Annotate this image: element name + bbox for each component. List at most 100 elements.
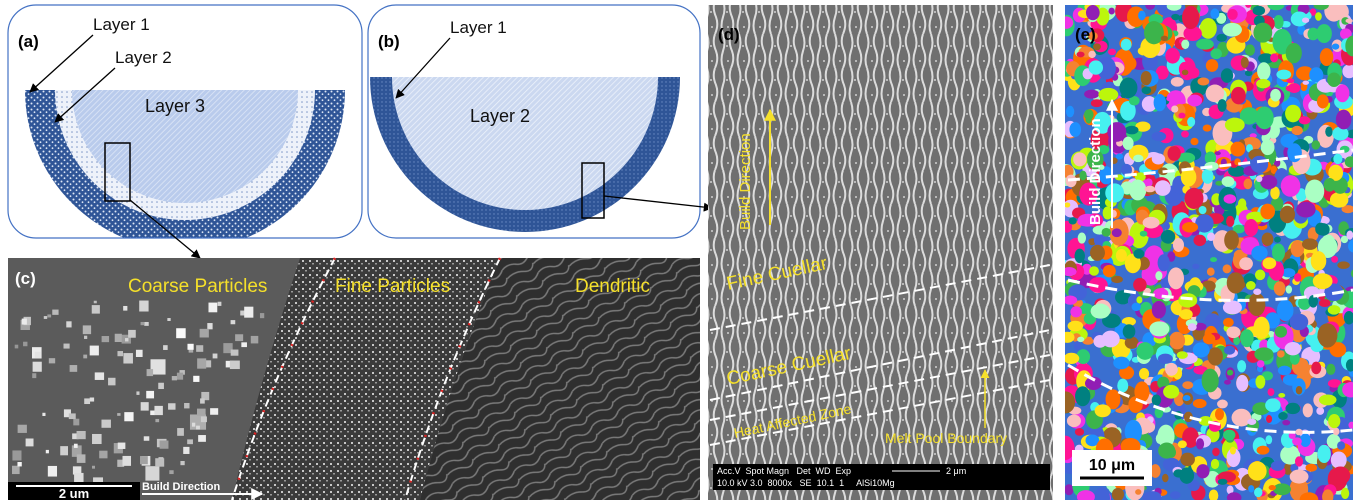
particle [158,383,164,389]
grain [1266,415,1272,423]
grain [1158,354,1173,364]
panel-d: (d) Build Direction Fine Cuellar Coarse … [708,5,1053,500]
panel-c: (c) Coarse Particles Fine Particles Dend… [8,258,700,500]
grain [1145,186,1156,193]
grain [1324,178,1336,192]
grain [1125,126,1138,135]
grain [1103,265,1116,278]
particle [197,358,206,368]
grain [1221,68,1233,83]
grain [1273,15,1283,29]
particle [124,412,133,421]
panel-label: (e) [1075,25,1096,44]
grain [1077,337,1084,342]
grain [1098,88,1118,101]
particle [73,419,79,426]
particle [231,350,239,356]
particle [231,320,236,324]
info-values: 10.0 kV 3.0 8000x SE 10.1 1 AlSi10Mg [717,478,895,488]
particle [155,419,159,422]
grain [1224,380,1231,385]
particle [123,306,127,311]
particle [167,318,170,321]
particle [35,352,41,358]
particle [77,454,86,463]
annotation: Build Direction [737,133,754,230]
particle [90,346,99,356]
grain [1184,188,1203,209]
particle [17,462,21,466]
grain [1260,175,1277,189]
grain [1125,337,1139,349]
grain [1196,39,1214,50]
grain [1336,110,1352,130]
grain [1105,183,1124,202]
particle [128,330,136,338]
grain [1270,53,1278,62]
grain [1139,368,1149,379]
grain [1281,175,1301,197]
grain [1223,318,1234,327]
particle [12,450,21,460]
grain [1059,16,1073,28]
grain [1152,153,1165,164]
grain [1288,83,1300,93]
grain [1102,228,1111,237]
grain [1178,293,1197,307]
grain [1270,89,1281,102]
grain [1207,268,1215,276]
grain [1195,214,1213,232]
grain [1245,2,1251,8]
grain [1271,461,1285,471]
grain [1257,62,1270,80]
grain [1062,267,1077,276]
grain [1075,428,1084,436]
grain [1158,254,1170,271]
grain [1223,264,1232,273]
particle [201,416,207,422]
particle [187,439,193,444]
particle [180,461,184,465]
grain [1212,448,1220,457]
grain [1088,51,1095,58]
grain [1165,363,1178,376]
grain [1224,346,1235,355]
grain [1161,36,1168,41]
grain [1255,375,1265,389]
grain [1108,49,1116,56]
grain [1223,430,1235,441]
grain [1116,153,1124,159]
particle [90,398,94,402]
particle [117,351,123,356]
grain [1168,146,1181,161]
pointer-arrow [604,196,712,208]
grain [1224,230,1239,250]
particle [23,342,27,347]
particle [177,428,184,436]
grain [1246,281,1256,290]
grain [1215,408,1224,420]
grain [1272,243,1285,261]
particle [230,361,240,369]
annotation: Coarse Particles [128,276,267,297]
grain [1073,152,1086,166]
annotation: Layer 3 [145,96,205,116]
grain [1345,19,1352,24]
grain [1290,314,1309,331]
grain [1236,375,1248,392]
grain [1075,249,1085,263]
grain [1316,24,1332,43]
grain [1112,228,1122,237]
grain [1187,117,1195,127]
grain [1296,386,1303,394]
grain [1333,428,1340,436]
grain [1317,94,1329,108]
particle [251,336,259,344]
grain [1267,0,1284,10]
grain [1164,222,1170,230]
grain [1341,488,1349,499]
particle [94,301,97,304]
grain [1207,232,1215,241]
grain [1133,249,1144,259]
grain [1069,217,1077,224]
